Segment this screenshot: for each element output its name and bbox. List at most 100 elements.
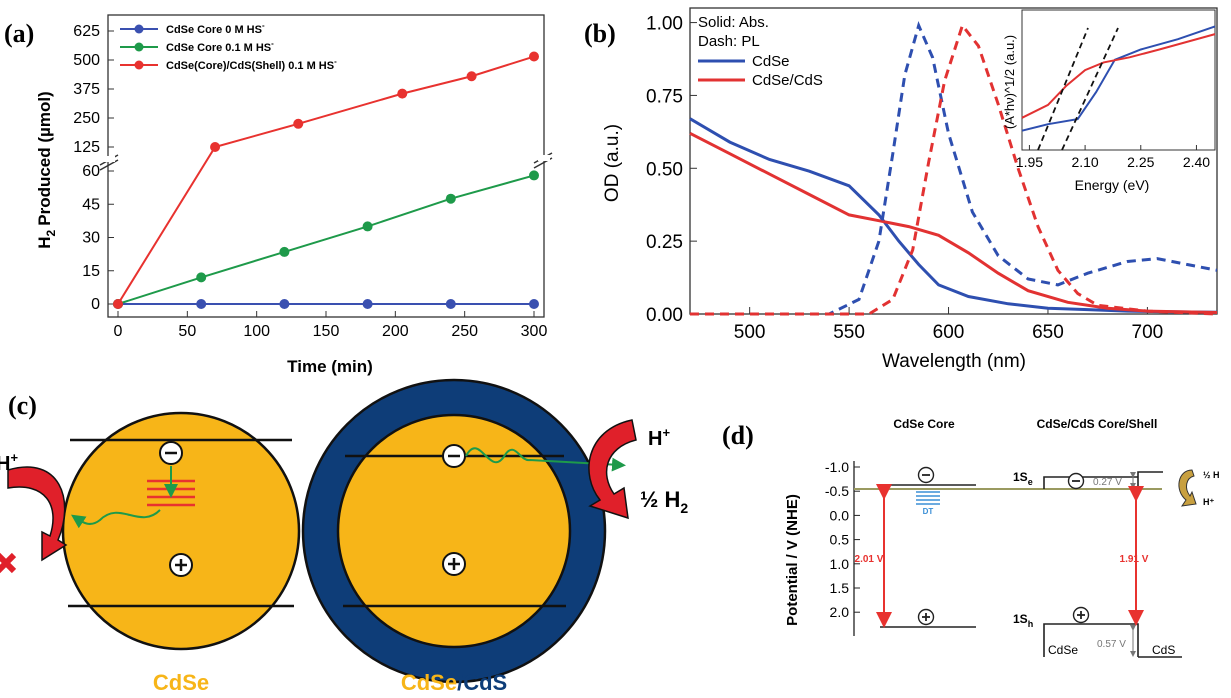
axis-break-gap: [538, 155, 550, 161]
x-axis-label-a: Time (min): [287, 357, 373, 376]
data-point-a: [196, 299, 207, 309]
cdse-caption: CdSe: [153, 670, 209, 695]
y-axis-label-h: H: [35, 236, 54, 248]
shell-cb-level: [1137, 471, 1163, 489]
axes-b: 500 550 600 650 700 0.00 0.25 0.50 0.75 1.00: [646, 14, 1163, 343]
y-tick-label-a: 60: [82, 163, 100, 180]
panel-c: (c) H+ CdSe: [0, 378, 688, 695]
data-point-a: [445, 193, 456, 204]
series-line-a: [117, 55, 535, 305]
inset-x-tick-label: 1.95: [1016, 154, 1043, 170]
inset-fit-line-2: [1061, 27, 1119, 151]
y-tick-label-b: 0.75: [646, 86, 683, 107]
inset-y-label: (A*hν)^1/2 (a.u.): [1002, 35, 1017, 129]
x-tick-label-b: 550: [833, 322, 865, 343]
svg-text:H2Produced (µmol): H2 Produced (µmol): [35, 91, 58, 248]
y-tick-label-d: -1.0: [825, 459, 849, 475]
s-e-label: 1Se: [1013, 470, 1033, 487]
hole-icon-d-right: [1072, 606, 1090, 624]
y-tick-label-a: 500: [73, 52, 100, 69]
x-tick-label-b: 500: [734, 322, 766, 343]
hplus-label-d: H⁺: [1203, 497, 1214, 507]
y-tick-label-b: 0.00: [646, 305, 683, 326]
inset-series-line: [1021, 33, 1216, 119]
x-tick-label-a: 200: [382, 323, 409, 340]
hplus-right: H+: [648, 425, 670, 450]
s-h-label: 1Sh: [1013, 612, 1033, 629]
legend-label-cdse: CdSe: [752, 53, 790, 70]
y-tick-label-d: -0.5: [825, 483, 849, 499]
half-h2-label-d: ½ H: [1203, 470, 1220, 480]
y-tick-label-d: 0.0: [830, 507, 850, 523]
y-tick-label-a: 125: [73, 139, 100, 156]
y-tick-label-d: 1.5: [830, 580, 850, 596]
electron-icon: [159, 441, 183, 465]
inset-x-tick-label: 2.10: [1071, 154, 1098, 170]
panel-label-a: (a): [4, 19, 34, 48]
y-tick-label-a: 250: [73, 110, 100, 127]
legend-a: CdSe Core 0 M HS- CdSe Core 0.1 M HS- CdSe…: [120, 21, 337, 72]
y-axis-label-a: H2 Produced (µmol): [35, 91, 58, 248]
y-axis-label-b: OD (a.u.): [602, 124, 623, 202]
x-tick-label-a: 150: [313, 323, 340, 340]
series-line-a: [117, 174, 535, 305]
electron-path-left: [71, 509, 161, 529]
y-tick-label-a: 375: [73, 81, 100, 98]
x-tick-label-a: 50: [178, 323, 196, 340]
panel-label-c: (c): [8, 391, 37, 420]
data-point-a: [529, 170, 539, 181]
panel-d: (d) CdSe Core CdSe/CdS Core/Shell Potent…: [722, 417, 1220, 658]
core-vb-level: [1043, 623, 1139, 657]
cdse-core: [336, 413, 572, 649]
inset-series-line: [1021, 25, 1216, 132]
panel-label-d: (d): [722, 421, 754, 450]
legend-label-a: CdSe Core 0.1 M HS-: [166, 39, 274, 54]
x-tick-label-a: 250: [451, 323, 478, 340]
title-cdse-core: CdSe Core: [893, 417, 955, 431]
hole-icon-core: [442, 552, 466, 576]
x-tick-label-b: 600: [933, 322, 965, 343]
inset-b: 1.95 2.10 2.25 2.40 Energy (eV) (A*hν)^1/2 …: [1002, 9, 1216, 193]
series-b: [689, 21, 1218, 316]
plot-frame-b: [689, 7, 1218, 315]
inset-y-label-wrap: (A*hν)^1/2 (a.u.): [1002, 35, 1017, 129]
panel-b: (b) 500 550 600 650 7000.000.250.500.751.00 …: [584, 7, 1218, 372]
data-point-a: [529, 51, 539, 62]
deep-trap-lines: [916, 491, 940, 505]
gap-left-label: 2.01 V: [855, 554, 884, 565]
x-tick-label-a: 100: [243, 323, 270, 340]
data-point-a: [279, 299, 290, 309]
panel-a: (a) 0 50 100 150 200 250 300 0 15 30 45 60 125 250 375…: [4, 14, 553, 376]
legend-marker-a: [134, 42, 144, 52]
data-point-a: [196, 272, 207, 283]
series-line-b: [690, 22, 1218, 316]
inset-x-label: Energy (eV): [1075, 177, 1150, 193]
cross-icon: [0, 552, 17, 574]
core-cb-level: [1043, 476, 1138, 489]
inset-frame: [1021, 9, 1216, 151]
x-tick-label-b: 650: [1032, 322, 1064, 343]
data-point-a: [362, 299, 373, 309]
data-point-a: [362, 221, 373, 232]
inset-fit-line-1: [1037, 27, 1089, 151]
y-tick-label-a: 45: [82, 196, 100, 213]
series-line-b: [689, 131, 1218, 314]
hplus-left: H+: [0, 450, 18, 475]
axis-break-gap: [103, 156, 115, 162]
inset-x-tick-label: 2.25: [1127, 154, 1154, 170]
legend-marker-a: [134, 60, 144, 70]
data-point-a: [113, 299, 123, 309]
y-tick-label-b: 0.50: [646, 159, 683, 180]
y-axis-label-sub: 2: [44, 229, 58, 236]
hole-icon-d-left: [917, 608, 935, 626]
y-axis-label-b-wrap: OD (a.u.): [602, 124, 623, 202]
legend-label-cdse-cds: CdSe/CdS: [752, 72, 823, 89]
electron-icon-d-left: [917, 466, 935, 484]
data-point-a: [293, 118, 304, 129]
h2-evolution-arrow-icon: [588, 419, 637, 520]
cdse-particle: [61, 411, 301, 651]
y-axis-label-d: Potential / V (NHE): [784, 494, 801, 626]
y-ticks-d: -1.0 -0.5 0.0 0.5 1.0 1.5 2.0: [825, 459, 860, 620]
hole-icon: [169, 553, 193, 577]
